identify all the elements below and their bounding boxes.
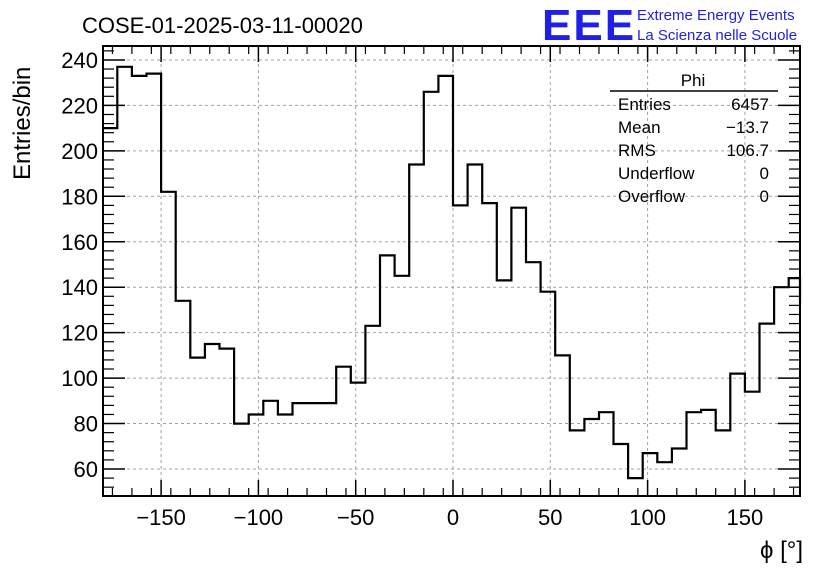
axis-ticks <box>103 46 800 496</box>
plot-frame <box>102 45 801 497</box>
stats-row-value: 106.7 <box>726 141 769 160</box>
histogram-line <box>103 65 802 480</box>
chart-title: COSE-01-2025-03-11-00020 <box>82 13 363 38</box>
x-tick-label: 50 <box>538 505 562 530</box>
y-axis-label: Entries/bin <box>9 67 36 180</box>
stats-row-label: Entries <box>618 95 671 114</box>
x-tick-label: 0 <box>447 505 459 530</box>
stats-box: Phi Entries 6457 Mean −13.7 RMS 106.7 Underflo… <box>610 71 778 206</box>
grid-lines <box>103 46 800 496</box>
y-tick-label: 180 <box>61 184 98 209</box>
x-tick-label: 100 <box>629 505 666 530</box>
x-tick-label: 150 <box>727 505 764 530</box>
x-tick-label: −100 <box>234 505 284 530</box>
stats-row-label: Mean <box>618 118 661 137</box>
eee-logo: EEE Extreme Energy Events La Scienza nel… <box>542 1 797 50</box>
y-tick-labels: 60 80 100 120 140 160 180 200 220 240 <box>61 48 98 482</box>
stats-row-value: 0 <box>760 187 769 206</box>
y-tick-label: 100 <box>61 366 98 391</box>
logo-line-2: La Scienza nelle Scuole <box>637 27 797 44</box>
stats-row-label: RMS <box>618 141 656 160</box>
stats-title: Phi <box>681 71 706 90</box>
stats-row-label: Overflow <box>618 187 686 206</box>
eee-logo-mark: EEE <box>542 1 636 50</box>
y-tick-label: 160 <box>61 230 98 255</box>
x-tick-label: −50 <box>337 505 374 530</box>
logo-line-1: Extreme Energy Events <box>637 7 795 24</box>
stats-row-value: −13.7 <box>726 118 769 137</box>
x-axis-label: ϕ [°] <box>760 537 803 564</box>
stats-row-label: Underflow <box>618 164 695 183</box>
y-tick-label: 220 <box>61 93 98 118</box>
y-tick-label: 140 <box>61 275 98 300</box>
stats-row-value: 0 <box>760 164 769 183</box>
y-tick-label: 240 <box>61 48 98 73</box>
stats-row-value: 6457 <box>731 95 769 114</box>
y-tick-label: 80 <box>74 412 98 437</box>
x-tick-labels: −150 −100 −50 0 50 100 150 <box>136 505 763 530</box>
x-tick-label: −150 <box>136 505 186 530</box>
y-tick-label: 120 <box>61 321 98 346</box>
y-tick-label: 200 <box>61 139 98 164</box>
y-tick-label: 60 <box>74 457 98 482</box>
